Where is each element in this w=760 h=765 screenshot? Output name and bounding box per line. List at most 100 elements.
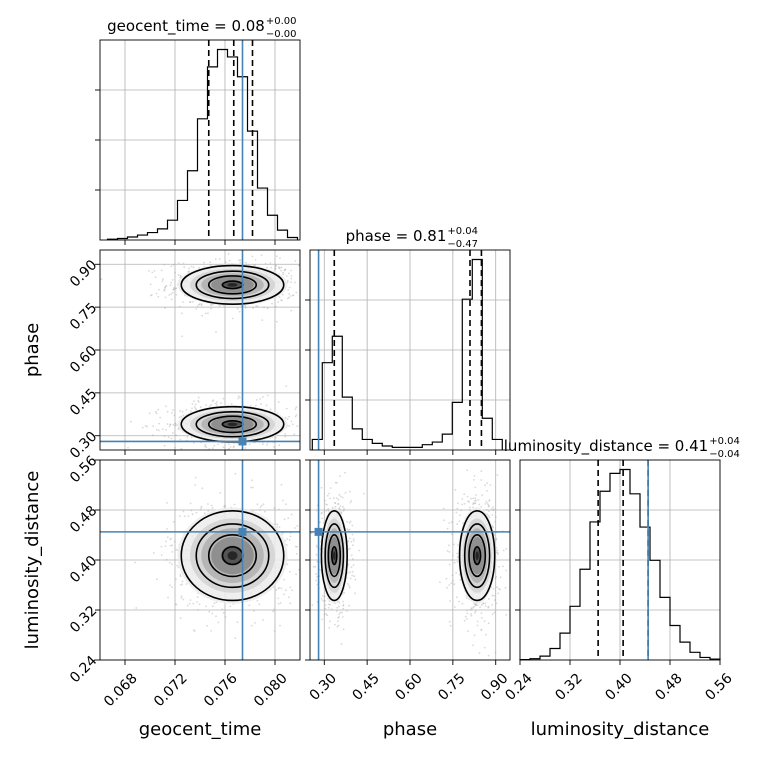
sample-point: [325, 612, 327, 615]
sample-point: [336, 606, 339, 609]
sample-point: [171, 563, 173, 566]
sample-point: [504, 586, 507, 589]
density-panel-phase-vs-geocent-time: 0.300.450.600.750.90: [67, 249, 331, 462]
sample-point: [286, 538, 289, 540]
contour-line: [458, 509, 496, 602]
sample-point: [354, 578, 357, 581]
sample-point: [324, 607, 327, 610]
sample-point: [466, 495, 469, 498]
sample-point: [173, 288, 176, 291]
sample-point: [446, 527, 449, 530]
sample-point: [288, 296, 290, 299]
sample-point: [448, 544, 450, 547]
sample-point: [171, 551, 174, 553]
sample-point: [189, 301, 192, 303]
sample-point: [160, 545, 163, 548]
sample-point: [321, 517, 324, 520]
sample-point: [321, 595, 324, 597]
sample-point: [203, 512, 206, 515]
sample-point: [218, 304, 221, 307]
sample-point: [496, 474, 499, 476]
sample-point: [277, 602, 280, 605]
sample-point: [474, 497, 477, 500]
sample-point: [312, 547, 314, 549]
sample-point: [439, 581, 441, 584]
sample-point: [273, 446, 275, 448]
sample-point: [165, 540, 167, 543]
sample-point: [307, 541, 309, 543]
sample-point: [487, 514, 490, 517]
sample-point: [481, 494, 483, 497]
sample-point: [158, 422, 160, 425]
sample-point: [337, 616, 339, 619]
truth-marker: [238, 527, 247, 536]
sample-point: [320, 598, 323, 600]
sample-point: [340, 495, 342, 498]
contour-line: [207, 415, 258, 434]
sample-point: [329, 286, 331, 288]
sample-point: [172, 409, 175, 411]
sample-point: [448, 551, 451, 553]
sample-point: [223, 506, 226, 508]
sample-point: [456, 556, 459, 558]
sample-point: [339, 611, 342, 614]
sample-point: [171, 586, 174, 589]
sample-point: [350, 500, 353, 502]
sample-point: [151, 271, 154, 274]
x-tick-label: 0.076: [201, 670, 241, 710]
sample-point: [264, 262, 267, 265]
sample-point: [163, 289, 166, 292]
x-tick-label: 0.30: [307, 670, 340, 703]
sample-point: [264, 510, 266, 513]
sample-point: [199, 406, 202, 408]
sample-point: [236, 307, 239, 310]
sample-point: [505, 548, 508, 550]
sample-point: [474, 610, 477, 613]
sample-point: [298, 264, 300, 267]
sample-point: [172, 521, 175, 523]
sample-point: [277, 597, 280, 600]
sample-point: [205, 404, 208, 406]
sample-point: [301, 575, 303, 577]
sample-point: [269, 408, 272, 411]
sample-point: [326, 504, 328, 506]
sample-point: [291, 513, 293, 516]
sample-point: [208, 610, 211, 613]
sample-point: [453, 543, 455, 546]
sample-point: [492, 526, 494, 529]
sample-point: [194, 403, 197, 406]
sample-point: [222, 611, 225, 614]
sample-point: [178, 416, 181, 419]
sample-point: [154, 276, 157, 279]
sample-point: [189, 599, 192, 601]
sample-point: [141, 426, 144, 429]
sample-point: [186, 604, 189, 607]
sample-point: [278, 508, 280, 511]
density-layer: [100, 460, 314, 660]
sample-point: [170, 437, 173, 440]
sample-point: [262, 503, 265, 506]
sample-point: [209, 451, 211, 453]
sample-point: [248, 604, 251, 607]
sample-point: [488, 516, 491, 519]
sample-point: [282, 273, 284, 276]
sample-point: [201, 487, 204, 490]
sample-point: [169, 423, 172, 426]
sample-point: [270, 266, 273, 269]
sample-point: [148, 270, 150, 272]
sample-point: [257, 453, 259, 455]
sample-point: [179, 410, 182, 412]
sample-point: [290, 275, 293, 277]
sample-point: [231, 317, 234, 320]
x-axis-label-geocent-time: geocent_time: [139, 719, 262, 740]
sample-point: [487, 505, 490, 508]
sample-point: [334, 502, 337, 504]
sample-point: [290, 281, 292, 284]
sample-point: [443, 519, 445, 522]
sample-point: [488, 499, 491, 501]
sample-point: [339, 505, 342, 507]
sample-point: [155, 412, 158, 415]
x-tick-label: 0.60: [392, 670, 425, 703]
truth-marker: [314, 527, 323, 536]
sample-point: [493, 594, 495, 597]
